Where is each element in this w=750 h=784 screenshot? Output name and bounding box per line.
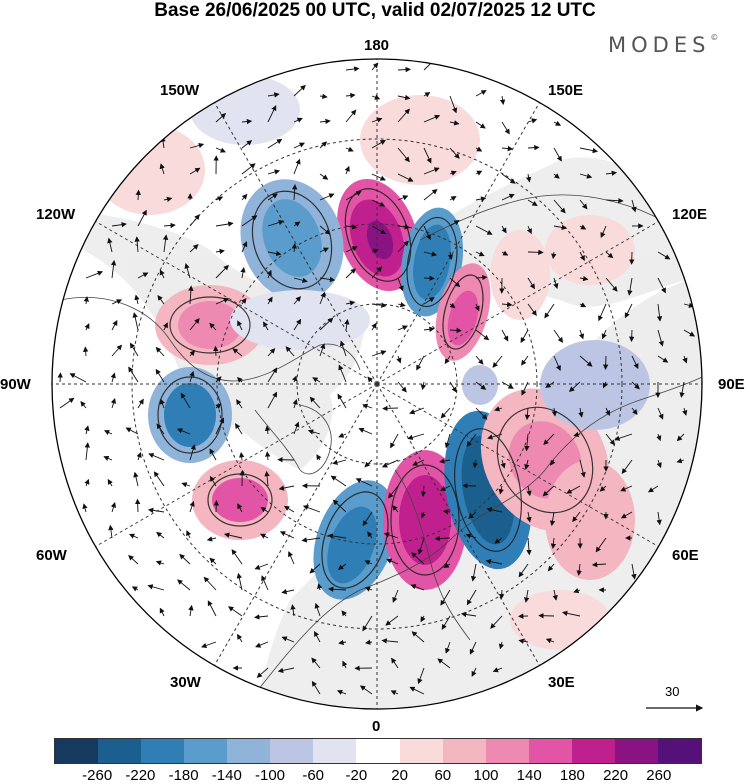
- colorbar-tick-label: 180: [560, 767, 585, 784]
- colorbar-tick-label: 20: [391, 767, 408, 784]
- copyright-mark: ©: [710, 33, 718, 42]
- colorbar-tick-label: 100: [473, 767, 498, 784]
- colorbar-swatch: [98, 739, 141, 763]
- lon-label-120e: 120E: [672, 206, 707, 223]
- lon-label-60w: 60W: [36, 547, 67, 564]
- vector-scale-label: 30: [665, 684, 679, 699]
- colorbar-swatch: [313, 739, 356, 763]
- anomaly-blob: [190, 75, 300, 145]
- colorbar-tick-label: 220: [603, 767, 628, 784]
- colorbar-swatch: [227, 739, 270, 763]
- colorbar: [54, 738, 702, 764]
- colorbar-tick-label: -180: [169, 767, 199, 784]
- lon-label-150w: 150W: [160, 82, 199, 99]
- colorbar-swatch: [443, 739, 486, 763]
- colorbar-swatch: [400, 739, 443, 763]
- brand-text: MODES: [608, 33, 710, 57]
- anomaly-blob: [545, 215, 635, 285]
- anomaly-blob: [360, 95, 480, 185]
- anomaly-blob: [399, 475, 451, 565]
- wind-vector: [137, 500, 138, 512]
- wind-vector: [138, 190, 139, 200]
- lon-label-60e: 60E: [672, 547, 699, 564]
- anomaly-blob: [545, 460, 635, 580]
- lon-label-30e: 30E: [548, 674, 575, 691]
- lon-label-120w: 120W: [36, 206, 75, 223]
- anomaly-blob: [212, 478, 268, 522]
- colorbar-swatch: [529, 739, 572, 763]
- anomaly-blob: [540, 340, 650, 430]
- colorbar-swatch: [141, 739, 184, 763]
- colorbar-swatch: [658, 739, 701, 763]
- colorbar-swatch: [486, 739, 529, 763]
- lon-label-s: 0: [372, 718, 380, 735]
- wind-vector: [383, 408, 398, 409]
- colorbar-swatch: [572, 739, 615, 763]
- wind-vector: [424, 278, 434, 279]
- colorbar-tick-label: -100: [255, 767, 285, 784]
- wind-vector: [605, 356, 606, 369]
- colorbar-swatch: [615, 739, 658, 763]
- colorbar-swatch: [356, 739, 399, 763]
- anomaly-blob: [95, 125, 205, 215]
- colorbar-swatch: [270, 739, 313, 763]
- wind-vector: [528, 147, 539, 148]
- plot-title: Base 26/06/2025 00 UTC, valid 02/07/2025…: [0, 0, 750, 22]
- colorbar-tick-label: -220: [125, 767, 155, 784]
- lon-label-w: 90W: [0, 376, 31, 393]
- anomaly-blob: [164, 383, 216, 447]
- lon-label-150e: 150E: [548, 82, 583, 99]
- colorbar-swatch: [55, 739, 98, 763]
- colorbar-tick-label: -140: [212, 767, 242, 784]
- lon-label-e: 90E: [718, 376, 745, 393]
- colorbar-tick-label: -20: [346, 767, 368, 784]
- colorbar-tick-label: 260: [646, 767, 671, 784]
- lon-label-n: 180: [364, 37, 389, 54]
- colorbar-tick-label: 140: [517, 767, 542, 784]
- wind-vector: [631, 330, 632, 341]
- lon-label-30w: 30W: [170, 674, 201, 691]
- colorbar-ticks: -260 -220 -180 -140 -100 -60 -20 20 60 100 140 180 2…: [54, 767, 702, 783]
- colorbar-tick-label: -260: [82, 767, 112, 784]
- wind-vector: [450, 330, 461, 331]
- colorbar-tick-label: 60: [434, 767, 451, 784]
- colorbar-swatch: [184, 739, 227, 763]
- colorbar-tick-label: -60: [302, 767, 324, 784]
- modes-logo: MODES©: [608, 33, 718, 57]
- anomaly-blob: [490, 230, 550, 320]
